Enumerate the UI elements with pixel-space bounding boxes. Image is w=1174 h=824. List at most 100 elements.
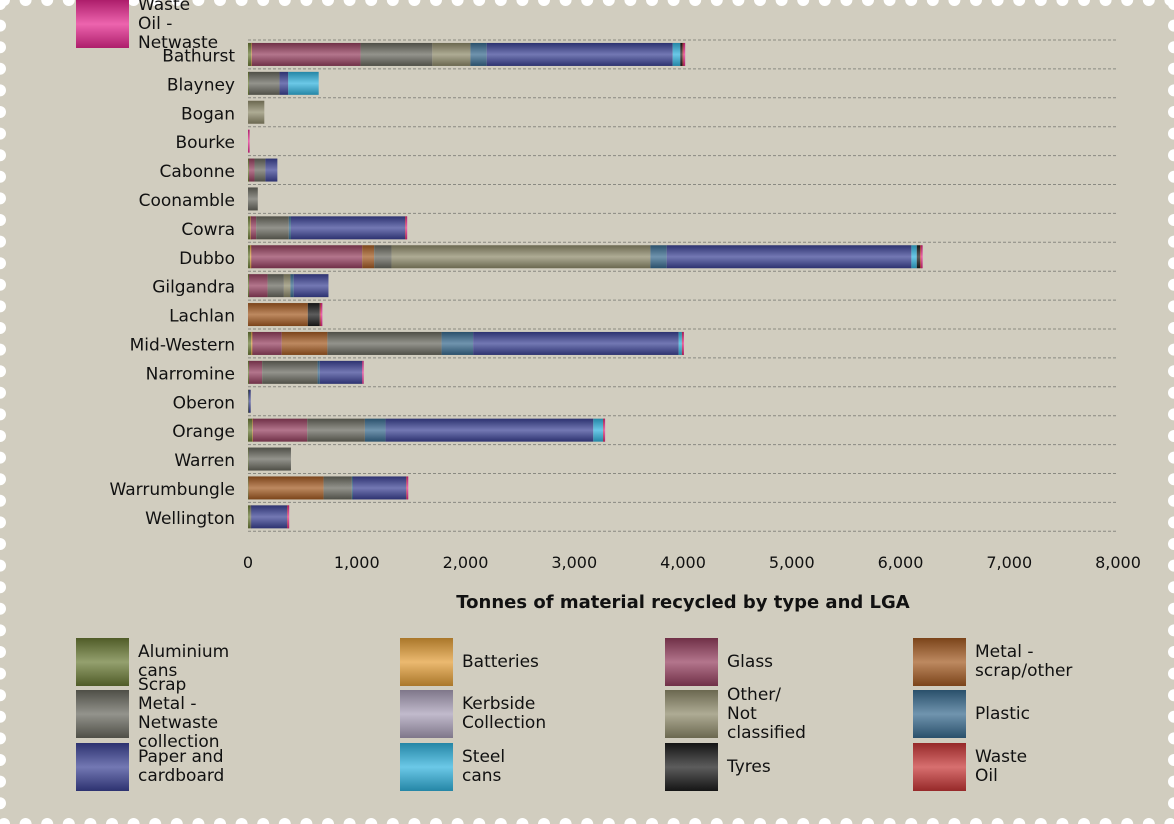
bar-segment [320, 303, 323, 327]
bar-segment [593, 418, 604, 442]
bar-segment [248, 360, 250, 384]
category-label: Dubbo [179, 249, 235, 269]
bar-segment [470, 42, 487, 66]
bar-segment [405, 216, 408, 240]
bar-segment [288, 216, 291, 240]
x-tick-label: 2,000 [443, 553, 489, 572]
bar-segment [288, 71, 319, 95]
bar-segment [248, 476, 324, 500]
bar-segment [249, 274, 268, 298]
x-tick-label: 6,000 [878, 553, 924, 572]
x-tick-label: 8,000 [1095, 553, 1141, 572]
category-label: Orange [172, 422, 235, 442]
bar-segment [265, 158, 278, 182]
bar-segment [682, 331, 684, 355]
bar-segment [678, 331, 682, 355]
bar-segment [486, 42, 673, 66]
bar-segment [248, 274, 250, 298]
bar-segment [362, 360, 364, 384]
bar-segment [911, 245, 917, 269]
bar-segment [248, 245, 251, 269]
bars [248, 42, 923, 529]
bar-segment [680, 42, 683, 66]
bar-segment [364, 418, 386, 442]
legend-swatch [76, 690, 129, 738]
legend-swatch [400, 690, 453, 738]
bar-segment [248, 71, 250, 95]
bar-segment [279, 71, 289, 95]
x-tick-label: 0 [243, 553, 253, 572]
category-labels: Bathurst Blayney Bogan Bourke Cabonne Coonamb… [110, 46, 236, 528]
bar-segment [248, 447, 291, 471]
bar-segment [248, 187, 258, 211]
bar-segment [650, 245, 667, 269]
bar-segment [374, 245, 392, 269]
bar-segment [319, 303, 322, 327]
bar-segment [441, 331, 474, 355]
bar-segment [921, 245, 923, 269]
bar-segment [251, 505, 288, 529]
x-axis-label: Tonnes of material recycled by type and … [456, 592, 910, 613]
bar-segment [281, 331, 328, 355]
bar-segment [432, 42, 471, 66]
bar-segment [283, 274, 291, 298]
bar-segment [317, 360, 320, 384]
bar-segment [250, 505, 252, 529]
bar-segment [254, 158, 266, 182]
category-label: Gilgandra [152, 278, 235, 298]
x-tick-label: 7,000 [986, 553, 1032, 572]
bar-segment [256, 216, 289, 240]
category-label: Cabonne [160, 162, 236, 182]
bar-segment [683, 42, 686, 66]
category-label: Warrumbungle [110, 480, 235, 500]
legend-swatch [400, 638, 453, 686]
bar-segment [248, 216, 251, 240]
legend-label: Metal - scrap/other [975, 642, 1073, 681]
x-tick-label: 1,000 [334, 553, 380, 572]
category-label: Narromine [146, 364, 235, 384]
legend-label: Glass [727, 651, 774, 672]
legend-label: Paper and cardboard [138, 747, 225, 786]
bar-segment [262, 360, 318, 384]
bar-segment [603, 418, 606, 442]
bar-segment [248, 42, 252, 66]
legend-label: Waste Oil - Netwaste [138, 0, 219, 53]
bar-segment [248, 158, 250, 182]
bar-segment [252, 331, 282, 355]
bar-segment [406, 476, 409, 500]
legend-swatch [76, 0, 129, 48]
bar-segment [920, 245, 922, 269]
bar-segment [293, 274, 329, 298]
bar-segment [250, 216, 257, 240]
category-label: Warren [174, 451, 235, 471]
category-label: Cowra [181, 220, 235, 240]
bar-segment [290, 216, 406, 240]
bar-segment [267, 274, 284, 298]
bar-segment [252, 418, 308, 442]
legend-label: Batteries [462, 651, 539, 672]
x-tick-label: 3,000 [551, 553, 597, 572]
bar-segment [248, 389, 251, 413]
category-label: Bourke [175, 133, 235, 153]
bar-segment [249, 158, 255, 182]
bar-segment [319, 360, 363, 384]
category-label: Bogan [181, 104, 235, 124]
gridlines [248, 39, 1118, 532]
legend-label: Other/ Not classified [727, 684, 806, 743]
bar-segment [391, 245, 651, 269]
bar-segment [307, 303, 320, 327]
legend-swatch [665, 743, 718, 791]
x-tick-label: 4,000 [660, 553, 706, 572]
bar-segment [251, 331, 253, 355]
bar-segment [385, 418, 594, 442]
bar-segment [916, 245, 921, 269]
legend-swatch [913, 690, 966, 738]
bar-segment [248, 129, 250, 153]
bar-segment [249, 360, 263, 384]
legend-swatch [913, 743, 966, 791]
bar-segment [249, 71, 280, 95]
bar-segment [248, 505, 251, 529]
